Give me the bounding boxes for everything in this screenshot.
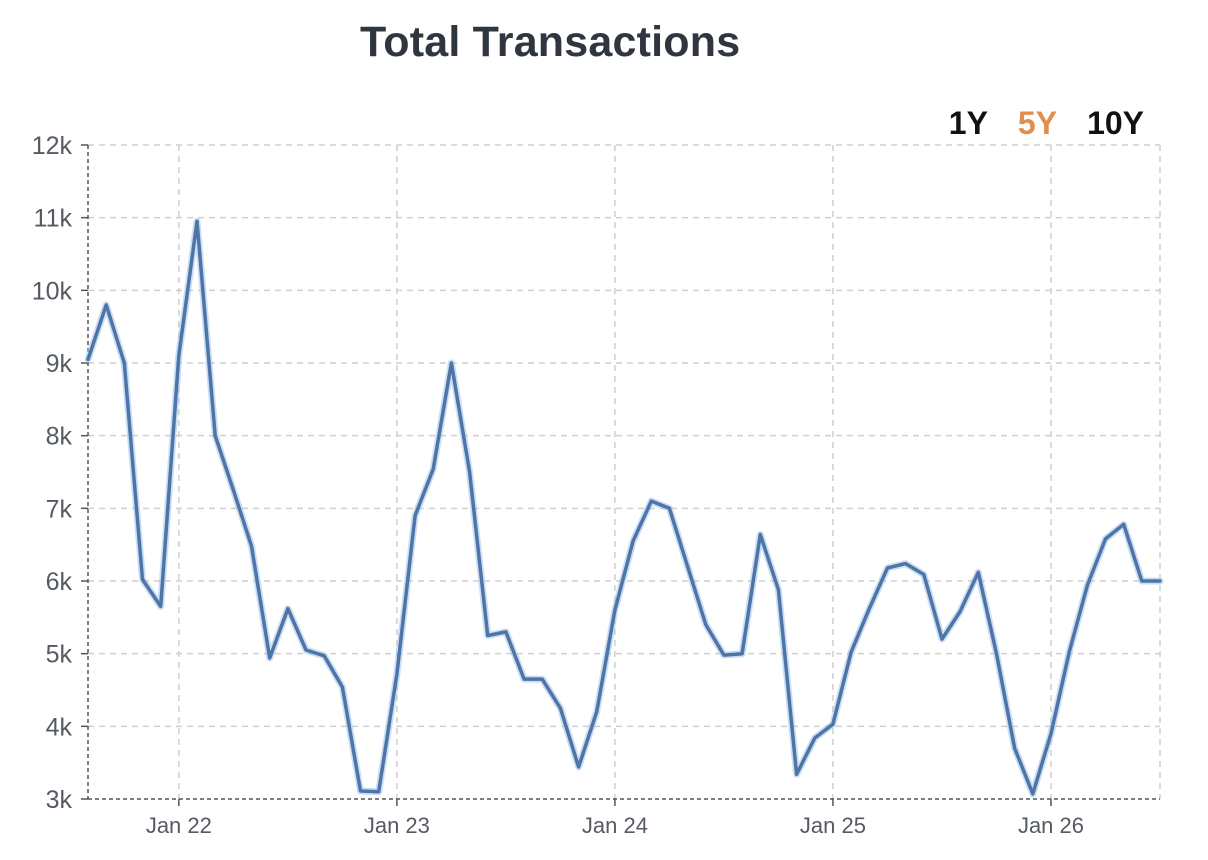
y-tick-label: 6k <box>46 568 73 596</box>
y-tick-label: 7k <box>46 495 73 523</box>
y-tick-label: 10k <box>32 277 73 305</box>
range-button-1y[interactable]: 1Y <box>948 105 988 141</box>
x-tick-label: Jan 25 <box>800 813 866 838</box>
x-tick-label: Jan 24 <box>582 813 648 838</box>
axes: 3k 4k 5k 6k 7k 8k 9k 10k 11k 12k Jan 22 Jan 23 Jan 2… <box>32 132 1160 838</box>
y-tick-label: 8k <box>46 423 73 451</box>
y-tick-label: 4k <box>46 713 73 741</box>
y-tick-label: 3k <box>46 786 73 814</box>
range-button-10y[interactable]: 10Y <box>1087 105 1144 141</box>
y-tick-label: 12k <box>32 132 73 160</box>
series-layer <box>84 217 1164 798</box>
series-line-glow <box>84 217 1164 798</box>
chart-title: Total Transactions <box>360 18 741 66</box>
x-tick-label: Jan 22 <box>146 813 212 838</box>
y-tick-label: 5k <box>46 641 73 669</box>
x-tick-label: Jan 23 <box>364 813 430 838</box>
range-selector: 1Y 5Y 10Y <box>949 105 1144 142</box>
grid <box>88 144 1161 799</box>
y-tick-label: 9k <box>46 350 73 378</box>
y-tick-label: 11k <box>34 205 73 233</box>
series-line <box>86 219 1162 796</box>
x-tick-label: Jan 26 <box>1018 813 1084 838</box>
range-button-5y[interactable]: 5Y <box>1017 105 1058 141</box>
